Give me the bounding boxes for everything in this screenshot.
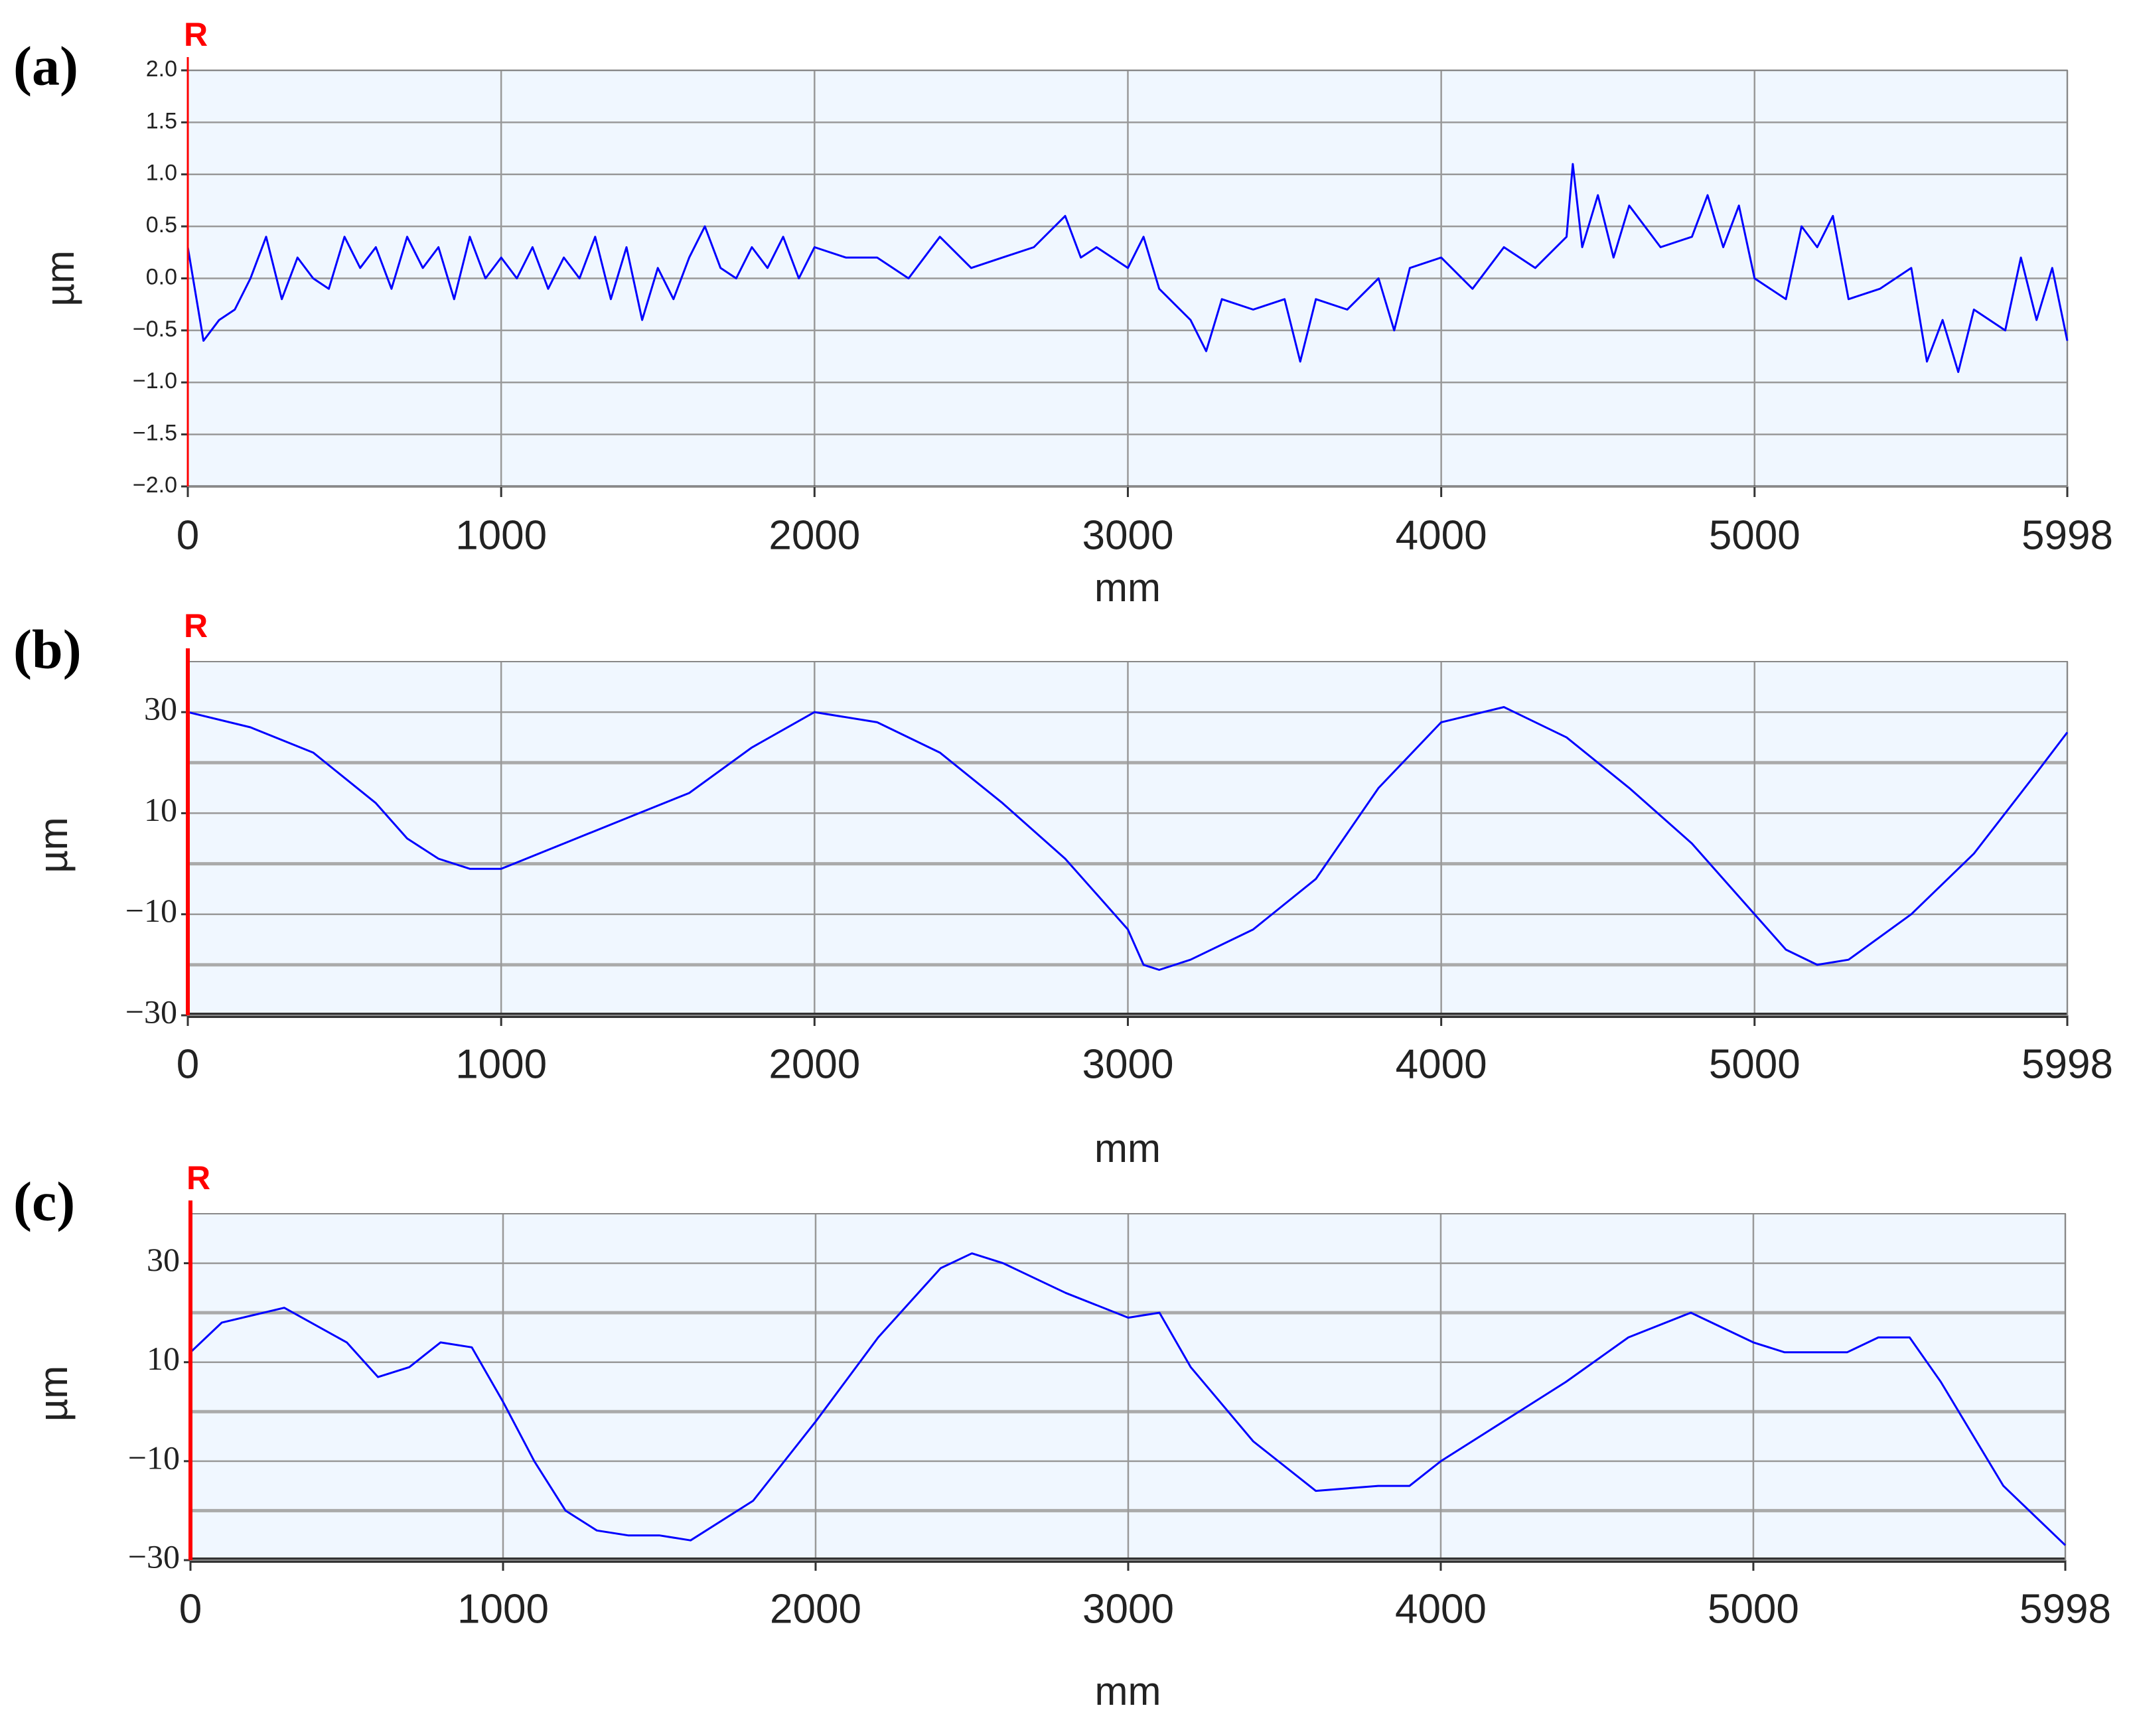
y-tick-label: −2.0 (133, 472, 177, 498)
x-axis-label: mm (1094, 565, 1161, 610)
x-tick-label: 4000 (1395, 1586, 1487, 1632)
axis-marker: R (186, 1159, 210, 1196)
y-tick-label: 10 (147, 1340, 180, 1377)
y-tick-label: 1.5 (146, 108, 177, 133)
x-tick-label: 2000 (769, 1041, 860, 1087)
x-tick-label: 5000 (1709, 1041, 1800, 1087)
y-tick-label: 10 (144, 791, 177, 828)
data-line (186, 163, 2069, 374)
x-tick-label: 1000 (457, 1586, 549, 1632)
x-tick-label: 2000 (769, 512, 860, 558)
x-tick-label: 5998 (2021, 512, 2113, 558)
panel-label: (b) (13, 618, 82, 680)
data-line (189, 1252, 2067, 1546)
x-tick-label: 1000 (455, 512, 547, 558)
x-tick-label: 5998 (2021, 1041, 2113, 1087)
x-tick-label: 1000 (455, 1041, 547, 1087)
x-tick-label: 3000 (1082, 1041, 1174, 1087)
x-tick-label: 0 (177, 512, 199, 558)
x-tick-label: 5000 (1709, 512, 1800, 558)
y-axis-label: µm (31, 817, 76, 873)
x-tick-label: 5000 (1708, 1586, 1799, 1632)
y-tick-label: −1.5 (133, 421, 177, 446)
x-tick-label: 2000 (770, 1586, 861, 1632)
y-tick-label: −30 (128, 1538, 180, 1575)
x-tick-label: 4000 (1396, 512, 1487, 558)
y-tick-label: 30 (147, 1241, 180, 1278)
x-tick-label: 3000 (1082, 1586, 1174, 1632)
y-tick-label: 0.0 (146, 264, 177, 289)
panel-label: (c) (13, 1171, 75, 1232)
y-axis-label: µm (31, 1366, 76, 1422)
x-tick-label: 0 (177, 1041, 199, 1087)
y-tick-label: 2.0 (146, 56, 177, 82)
y-tick-label: −1.0 (133, 368, 177, 394)
x-tick-label: 5998 (2020, 1586, 2111, 1632)
y-tick-label: −10 (125, 892, 177, 929)
data-line (187, 706, 2069, 971)
axis-marker: R (184, 607, 208, 644)
x-tick-label: 3000 (1082, 512, 1174, 558)
y-axis-label: µm (38, 250, 82, 307)
x-axis-label: mm (1094, 1126, 1161, 1171)
y-tick-label: 0.5 (146, 212, 177, 238)
axis-marker: R (184, 16, 208, 53)
x-tick-label: 4000 (1396, 1041, 1487, 1087)
y-tick-label: −0.5 (133, 317, 177, 342)
x-tick-label: 0 (179, 1586, 202, 1632)
y-tick-label: −10 (128, 1439, 180, 1476)
y-tick-label: 1.0 (146, 161, 177, 186)
panel-label: (a) (13, 35, 78, 97)
y-tick-label: −30 (125, 993, 177, 1030)
y-tick-label: 30 (144, 690, 177, 727)
x-axis-label: mm (1095, 1669, 1161, 1713)
